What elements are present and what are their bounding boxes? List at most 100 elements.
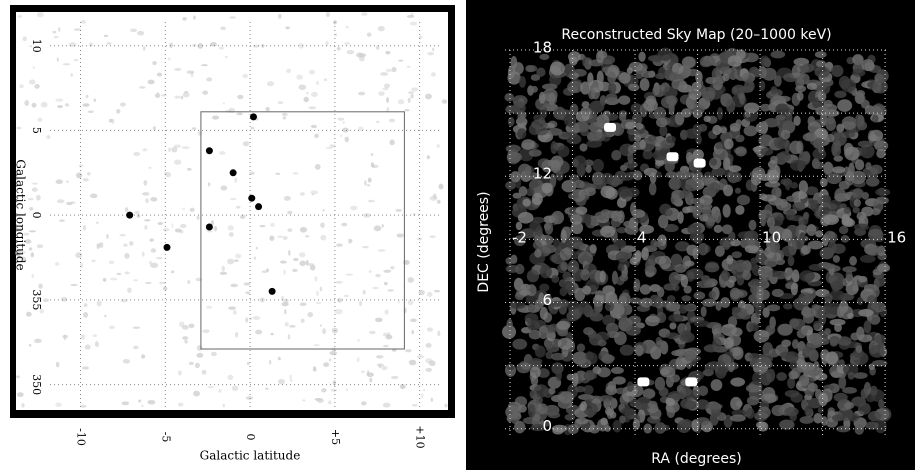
noise (634, 134, 642, 143)
noise (812, 320, 821, 331)
noise (563, 113, 576, 127)
noise (206, 77, 213, 82)
noise (627, 151, 634, 164)
noise (647, 265, 655, 274)
noise (832, 166, 846, 174)
noise (739, 91, 746, 105)
noise (132, 326, 141, 329)
y-tick-label: 0 (30, 212, 43, 219)
noise (731, 306, 742, 313)
noise (716, 107, 723, 120)
noise (836, 305, 845, 319)
noise (386, 332, 391, 337)
noise (575, 206, 588, 215)
noise (277, 235, 284, 238)
noise (410, 318, 417, 323)
noise (444, 403, 448, 408)
noise (817, 407, 824, 414)
noise (308, 106, 316, 110)
noise (808, 263, 825, 271)
noise (200, 64, 208, 67)
noise (652, 84, 666, 98)
noise (699, 195, 713, 206)
noise (31, 187, 38, 192)
noise (377, 25, 385, 32)
noise (866, 244, 881, 256)
noise (387, 289, 394, 292)
noise (732, 346, 744, 360)
noise (28, 343, 32, 347)
noise (361, 401, 367, 406)
noise (683, 350, 697, 362)
noise (802, 132, 817, 142)
noise (362, 289, 366, 295)
noise (562, 131, 578, 139)
noise (553, 238, 561, 249)
noise (534, 248, 542, 258)
noise (699, 55, 716, 67)
noise (730, 396, 742, 411)
noise (768, 226, 785, 236)
noise (506, 151, 522, 163)
noise (803, 343, 816, 357)
noise (383, 344, 389, 348)
noise (875, 196, 889, 205)
noise (314, 276, 318, 282)
noise (556, 320, 571, 330)
noise (836, 123, 845, 133)
noise (698, 213, 709, 222)
noise (726, 255, 734, 265)
noise (619, 112, 627, 122)
noise (605, 93, 618, 101)
noise (663, 86, 678, 99)
noise (277, 101, 284, 105)
noise (811, 304, 820, 311)
noise (789, 159, 806, 171)
noise (182, 17, 187, 21)
source (255, 203, 263, 211)
noise (761, 57, 771, 67)
noise (557, 145, 570, 158)
noise (688, 88, 702, 100)
noise (824, 230, 836, 239)
noise (847, 312, 854, 319)
noise (277, 13, 282, 19)
noise (284, 309, 287, 315)
noise (266, 268, 269, 272)
noise (743, 125, 758, 137)
noise (418, 35, 423, 39)
noise (283, 195, 291, 201)
noise (580, 268, 590, 281)
y-tick-label: 355 (30, 289, 43, 310)
noise (557, 337, 573, 350)
noise (733, 172, 742, 183)
noise (698, 123, 708, 132)
noise (182, 207, 185, 210)
noise (219, 271, 228, 276)
noise (130, 28, 138, 33)
noise (760, 268, 773, 281)
noise (614, 387, 628, 395)
noise (426, 327, 433, 332)
noise (677, 419, 691, 434)
noise (233, 259, 239, 263)
noise (358, 91, 366, 96)
noise (787, 377, 796, 389)
noise (819, 177, 828, 187)
noise (840, 78, 857, 93)
noise (665, 135, 676, 144)
noise (328, 358, 332, 362)
noise (229, 16, 236, 19)
noise (800, 245, 811, 255)
noise (378, 91, 385, 96)
noise (791, 318, 806, 331)
noise (343, 294, 349, 298)
noise (182, 92, 190, 98)
noise (299, 192, 305, 196)
noise (304, 235, 310, 238)
noise (878, 399, 885, 409)
x-tick-label: 0 (244, 434, 257, 441)
noise (222, 102, 226, 105)
noise (530, 423, 546, 432)
noise (742, 72, 756, 83)
